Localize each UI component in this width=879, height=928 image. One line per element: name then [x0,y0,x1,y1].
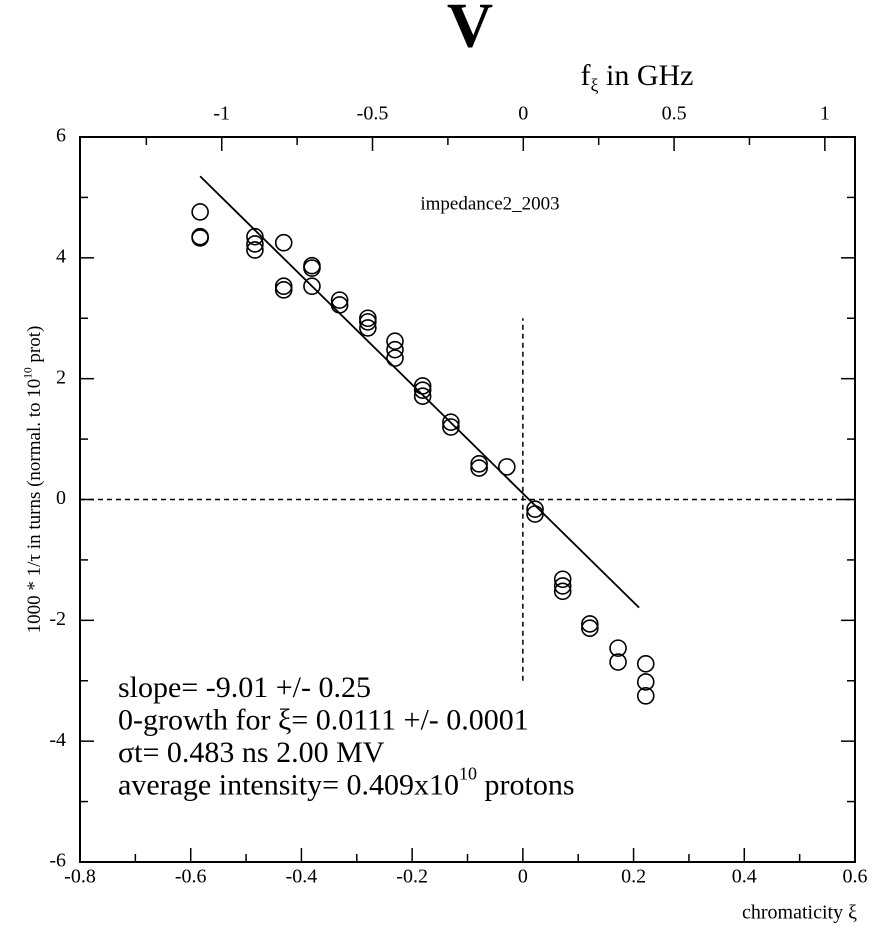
data-point [246,235,264,253]
data-point [581,619,599,637]
data-point [413,377,432,395]
data-point [413,387,432,405]
text-part: slope= -9.01 +/- 0.25 [118,671,371,704]
data-point [636,655,655,673]
y-tick-label: -4 [49,729,66,751]
y-tick-label: -6 [49,850,66,872]
plot-label: impedance2_2003 [420,193,559,214]
data-point [274,277,293,296]
y-tick-label: 6 [56,125,66,147]
data-point [303,277,321,296]
x-tick-label: -0.2 [396,866,428,888]
data-point [386,340,404,359]
data-point [191,227,209,246]
data-point [359,319,377,337]
text-part: prot) [24,326,45,368]
x2-tick-label: 0.5 [662,103,687,125]
x2-tick-label: -0.5 [357,103,389,125]
data-point [581,615,599,633]
y-tick-label: -2 [49,608,66,630]
annotation: slope= -9.01 +/- 0.25 [118,671,371,704]
data-point [636,673,655,691]
y-tick-label: 4 [56,245,66,267]
data-point [609,639,627,657]
x2-axis-label: fξ in GHz [580,59,693,95]
y-tick-label: 2 [56,366,66,388]
x-tick-label: -0.8 [64,866,96,888]
data-point [553,577,572,595]
text-part: in GHz [599,59,694,92]
data-point [274,281,293,299]
data-point [413,381,432,399]
data-point [553,570,572,589]
data-point [526,505,544,523]
x-tick-label: 0.6 [843,866,868,888]
x2-tick-label: -1 [213,103,230,125]
x-tick-label: 0.2 [621,866,646,888]
data-point [553,582,572,601]
text-part: 10 [459,764,477,784]
data-point [246,241,264,259]
data-point [330,291,349,309]
data-point [442,418,460,436]
data-point [191,203,209,221]
data-point [386,332,404,351]
text-part: 0-growth for ξ= 0.0111 +/- 0.0001 [118,703,529,736]
annotation: 0-growth for ξ= 0.0111 +/- 0.0001 [118,703,529,736]
x-tick-label: -0.4 [286,866,318,888]
text-part: 1000 * 1/τ in turns (normal. to 10 [24,379,45,634]
annotation: average intensity= 0.409x1010 protons [118,764,575,802]
text-part: σt= 0.483 ns 2.00 MV [118,736,385,769]
text-part: f [580,59,590,92]
text-part: average intensity= 0.409x10 [118,768,459,801]
data-point [442,413,460,431]
text-part: ξ [590,75,598,95]
data-point [330,296,349,314]
text-part: 10 [22,367,34,379]
data-point [359,309,377,328]
data-point [636,687,655,705]
data-point [609,653,627,671]
data-point [470,455,488,473]
annotation: σt= 0.483 ns 2.00 MV [118,736,385,769]
data-point [359,313,377,331]
fit-line [199,175,640,609]
data-point [191,229,209,247]
y-tick-label: 0 [56,487,66,509]
text-part: protons [477,768,575,801]
x2-tick-label: 1 [820,103,830,125]
data-point [498,458,516,476]
data-point [274,233,293,252]
data-point [470,459,488,477]
data-point [526,500,544,518]
data-point [246,227,264,246]
x-tick-label: 0 [518,866,528,888]
x2-tick-label: 0 [518,103,528,125]
data-point [303,259,321,277]
chart-title: V [447,0,493,61]
x-tick-label: 0.4 [732,866,757,888]
x-tick-label: -0.6 [175,866,207,888]
data-point [386,349,404,367]
y-axis-label: 1000 * 1/τ in turns (normal. to 1010 pro… [22,326,45,634]
x-axis-label: chromaticity ξ [742,902,857,924]
